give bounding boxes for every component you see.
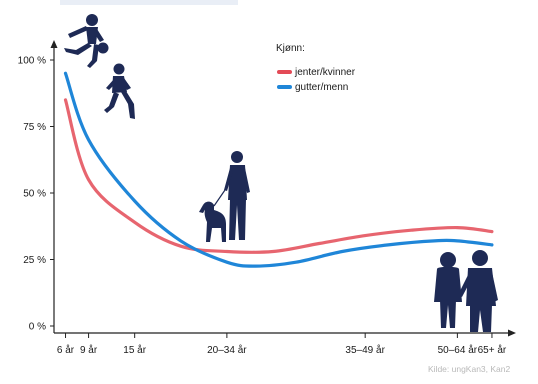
legend-label-boys: gutter/menn — [295, 82, 348, 93]
header-remnant — [60, 0, 238, 5]
running-girl-figure — [104, 63, 135, 119]
x-tick-label: 35–49 år — [345, 344, 385, 356]
x-tick-label: 50–64 år — [438, 344, 478, 356]
y-tick-label: 100 % — [18, 56, 46, 67]
x-axis-arrow — [508, 329, 516, 337]
x-tick-label: 65+ år — [478, 344, 507, 356]
y-tick-label: 25 % — [23, 255, 46, 266]
x-tick-label: 9 år — [80, 344, 98, 356]
legend-label-girls: jenter/kvinner — [294, 67, 356, 78]
legend: Kjønn: jenter/kvinner gutter/menn — [276, 43, 356, 93]
boy-with-ball-figure — [64, 14, 109, 68]
y-tick-label: 50 % — [23, 189, 46, 200]
source-credit: Kilde: ungKan3, Kan2 — [428, 364, 511, 374]
y-tick-label: 75 % — [23, 122, 46, 133]
y-axis-arrow — [50, 40, 58, 48]
person-with-dog-figure — [199, 151, 250, 242]
y-tick-label: 0 % — [29, 322, 46, 333]
legend-title: Kjønn: — [276, 43, 305, 54]
x-tick-label: 15 år — [123, 344, 146, 356]
x-axis-ticks: 6 år 9 år 15 år 20–34 år 35–49 år 50–64 år 65+… — [57, 333, 507, 356]
series-line-girls — [63, 98, 494, 254]
x-tick-label: 20–34 år — [207, 344, 247, 356]
axes — [50, 40, 516, 337]
y-axis-ticks: 0 % 25 % 50 % 75 % 100 % — [18, 56, 54, 333]
series-layer — [63, 71, 494, 268]
elderly-couple-figure — [434, 250, 498, 332]
x-tick-label: 6 år — [57, 344, 75, 356]
series-line-boys — [63, 71, 494, 268]
